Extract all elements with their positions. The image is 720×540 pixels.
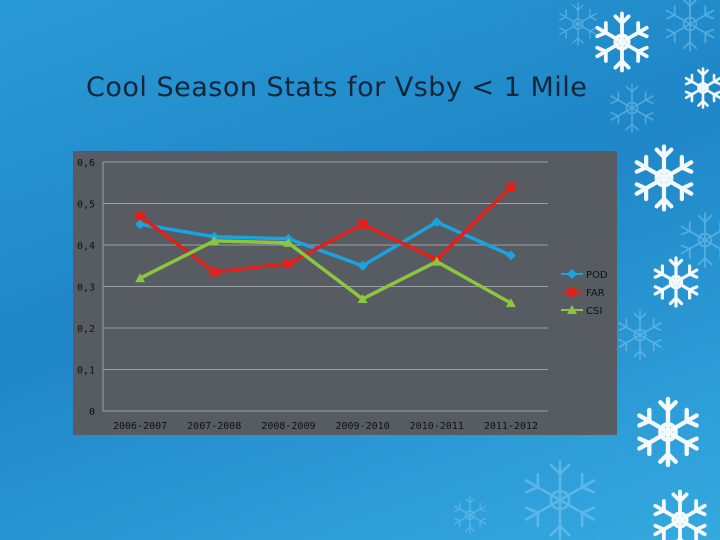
legend-label-pod: POD: [586, 270, 608, 281]
data-point-pod: [505, 250, 516, 261]
y-tick-label: 0: [89, 407, 95, 418]
data-point-csi: [431, 256, 442, 266]
legend-marker-far: [567, 287, 577, 297]
snowflake-icon: [665, 0, 715, 52]
legend-marker-csi: [567, 305, 577, 314]
legend-label-csi: CSI: [586, 306, 602, 317]
snowflake-icon: [559, 2, 597, 46]
series-line-csi: [139, 239, 512, 305]
data-point-far: [135, 211, 145, 221]
snowflake-icon: [618, 310, 662, 360]
data-point-far: [506, 182, 516, 192]
snowflake-icon: [680, 212, 720, 268]
data-point-far: [209, 267, 219, 277]
y-tick-label: 0,2: [77, 324, 95, 335]
x-tick-label: 2007-2008: [187, 421, 241, 432]
data-point-pod: [357, 260, 368, 271]
snowflake-icon: [595, 11, 649, 73]
snowflake-icon: [653, 256, 699, 308]
series-line-far: [139, 185, 513, 274]
y-tick-label: 0,5: [77, 200, 95, 211]
data-point-far: [358, 219, 368, 229]
x-tick-label: 2010-2011: [410, 421, 464, 432]
y-tick-label: 0,6: [77, 158, 95, 169]
y-tick-label: 0,1: [77, 366, 95, 377]
x-tick-label: 2006-2007: [113, 421, 167, 432]
legend-label-far: FAR: [586, 288, 605, 299]
x-tick-label: 2008-2009: [261, 421, 315, 432]
snowflake-icon: [653, 489, 707, 540]
snowflake-icon: [639, 399, 696, 465]
line-chart: 0 0,1 0,2 0,3 0,4 0,5 0,6 2006-2007 2007-2008 200…: [77, 158, 608, 432]
chart-area: 0 0,1 0,2 0,3 0,4 0,5 0,6 2006-2007 2007-2008 200…: [73, 151, 617, 435]
data-point-pod: [135, 219, 146, 230]
data-point-csi: [283, 237, 294, 247]
y-tick-label: 0,4: [77, 241, 95, 252]
legend-marker-pod: [567, 269, 577, 279]
snowflake-icon: [637, 147, 692, 210]
y-tick-label: 0,3: [77, 283, 95, 294]
data-point-csi: [505, 298, 516, 308]
snowflake-icon: [610, 83, 654, 133]
x-tick-label: 2011-2012: [484, 421, 538, 432]
series-line-pod: [139, 220, 512, 268]
snowflake-icon: [524, 459, 596, 540]
x-tick-label: 2009-2010: [335, 421, 389, 432]
slide-title: Cool Season Stats for Vsby < 1 Mile: [86, 72, 588, 103]
data-point-csi: [209, 235, 220, 245]
data-point-far: [283, 259, 293, 269]
data-point-csi: [357, 293, 368, 303]
snowflake-icon: [453, 496, 487, 534]
snowflake-icon: [684, 67, 720, 109]
data-point-pod: [431, 217, 442, 228]
data-point-csi: [135, 273, 146, 283]
